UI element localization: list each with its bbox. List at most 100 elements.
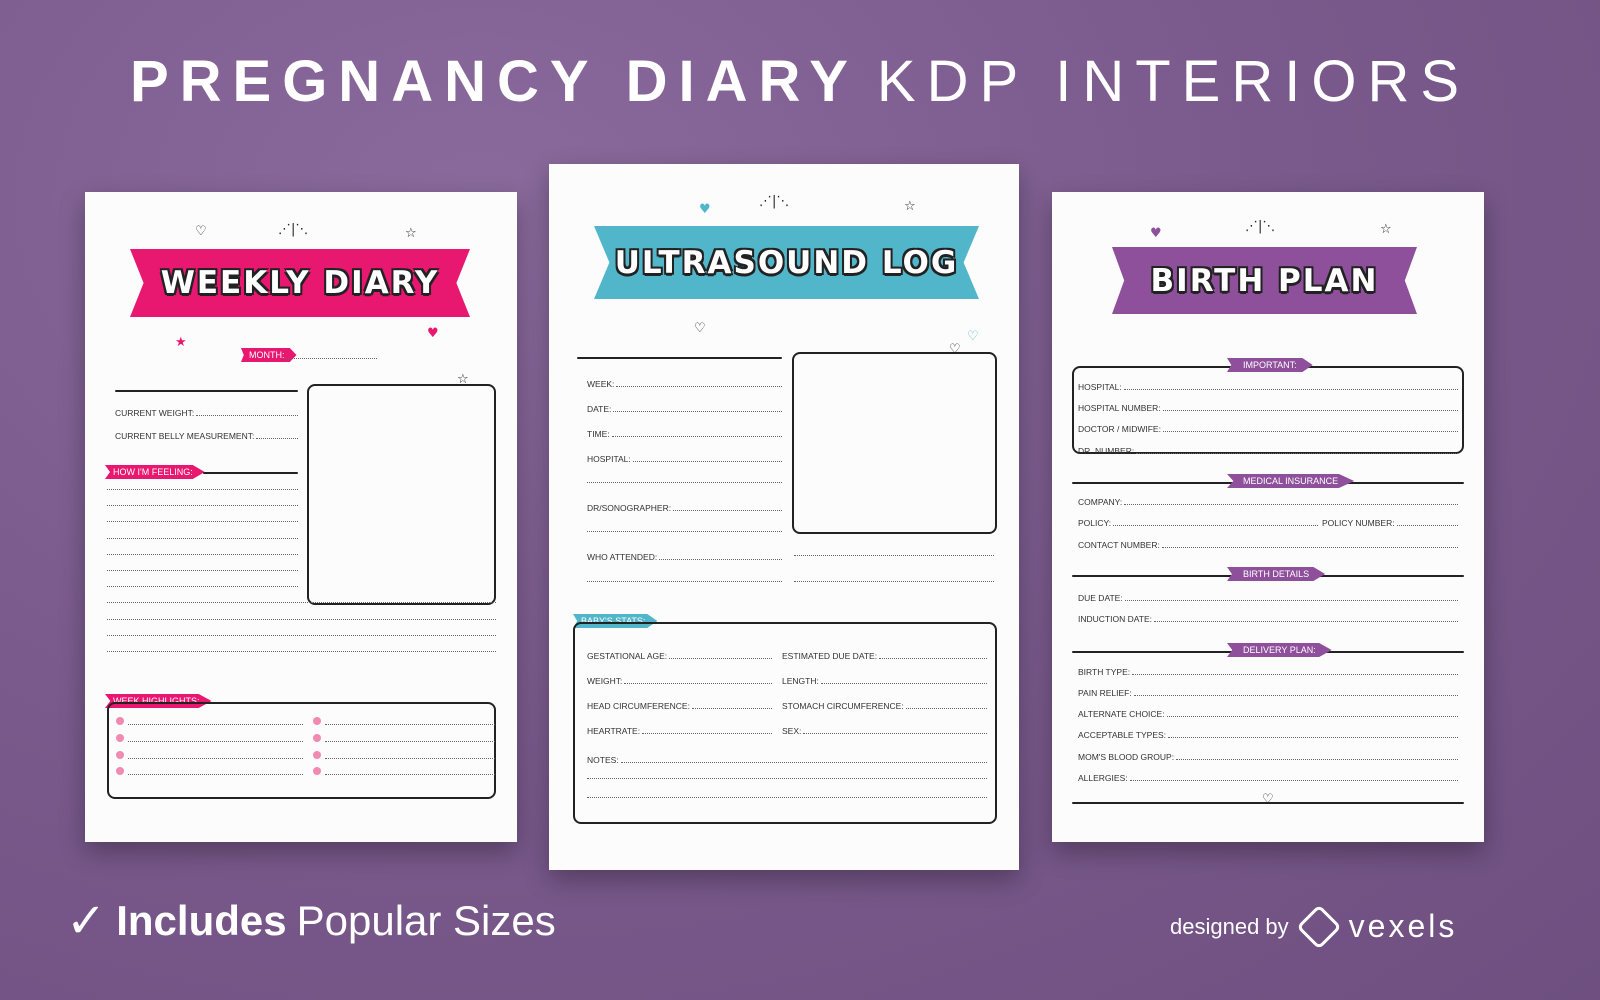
form-field[interactable]: DR/SONOGRAPHER: [587, 501, 782, 513]
writing-line[interactable] [107, 586, 298, 588]
writing-line[interactable] [128, 774, 303, 775]
field-line[interactable] [1124, 504, 1458, 505]
field-line[interactable] [1136, 453, 1458, 454]
field-line[interactable] [624, 683, 772, 684]
field-line[interactable] [1113, 525, 1318, 526]
form-field[interactable]: DR. NUMBER: [1078, 444, 1458, 456]
form-field[interactable]: HOSPITAL: [1078, 380, 1458, 392]
form-field[interactable]: WHO ATTENDED: [587, 550, 782, 562]
writing-line[interactable] [107, 553, 298, 555]
writing-line[interactable] [794, 555, 994, 556]
writing-line[interactable] [107, 489, 298, 490]
writing-line[interactable] [107, 537, 298, 539]
form-field[interactable]: LENGTH: [782, 674, 987, 686]
form-field[interactable]: MOM'S BLOOD GROUP: [1078, 750, 1458, 762]
field-line[interactable] [613, 411, 782, 412]
field-line[interactable] [659, 559, 782, 560]
field-line[interactable] [1162, 431, 1458, 432]
writing-line[interactable] [587, 581, 782, 582]
form-field[interactable]: NOTES: [587, 753, 987, 765]
form-field[interactable]: POLICY NUMBER: [1322, 516, 1458, 528]
field-line[interactable] [256, 438, 298, 439]
writing-line[interactable] [128, 758, 303, 759]
form-field[interactable]: GESTATIONAL AGE: [587, 649, 772, 661]
form-field[interactable]: PAIN RELIEF: [1078, 686, 1458, 698]
form-field[interactable]: DOCTOR / MIDWIFE: [1078, 422, 1458, 434]
form-field[interactable]: INDUCTION DATE: [1078, 612, 1458, 624]
form-field[interactable]: CURRENT WEIGHT: [115, 406, 298, 418]
field-line[interactable] [673, 510, 782, 511]
form-field[interactable]: CURRENT BELLY MEASUREMENT: [115, 429, 298, 441]
stats-tag: BABY'S STATS: [573, 614, 658, 628]
writing-line[interactable] [107, 618, 496, 620]
field-line[interactable] [879, 658, 987, 659]
form-field[interactable]: STOMACH CIRCUMFERENCE: [782, 699, 987, 711]
field-line[interactable] [1124, 600, 1458, 601]
writing-line[interactable] [107, 521, 298, 523]
field-line[interactable] [669, 658, 772, 659]
writing-line[interactable] [325, 741, 495, 742]
form-field[interactable]: BIRTH TYPE: [1078, 665, 1458, 677]
field-line[interactable] [1129, 780, 1458, 781]
form-field[interactable]: ACCEPTABLE TYPES: [1078, 728, 1458, 740]
form-field[interactable]: CONTACT NUMBER: [1078, 538, 1458, 550]
field-line[interactable] [1153, 621, 1458, 622]
field-line[interactable] [803, 733, 987, 734]
form-field[interactable]: HOSPITAL NUMBER: [1078, 401, 1458, 413]
form-field[interactable]: WEEK: [587, 377, 782, 389]
writing-line[interactable] [587, 482, 782, 483]
form-field[interactable]: HEARTRATE: [587, 724, 772, 736]
writing-line[interactable] [325, 724, 495, 725]
field-line[interactable] [1133, 695, 1458, 696]
writing-line[interactable] [107, 570, 298, 571]
field-line[interactable] [1132, 674, 1458, 675]
field-line[interactable] [1161, 547, 1458, 548]
field-line[interactable] [620, 762, 987, 763]
field-line[interactable] [1176, 759, 1458, 760]
form-field[interactable]: SEX: [782, 724, 987, 736]
month-line[interactable] [285, 358, 377, 359]
field-line[interactable] [196, 415, 298, 416]
field-label: POLICY NUMBER: [1322, 518, 1395, 528]
writing-line[interactable] [107, 602, 496, 604]
writing-line[interactable] [325, 774, 495, 775]
field-line[interactable] [632, 461, 782, 462]
form-field[interactable]: HEAD CIRCUMFERENCE: [587, 699, 772, 711]
field-line[interactable] [1162, 410, 1458, 411]
writing-line[interactable] [587, 797, 987, 798]
field-line[interactable] [642, 733, 772, 734]
photo-box[interactable] [792, 352, 997, 534]
form-field[interactable]: DUE DATE: [1078, 591, 1458, 603]
field-line[interactable] [820, 683, 987, 684]
writing-line[interactable] [128, 741, 303, 742]
field-line[interactable] [1166, 716, 1458, 717]
form-field[interactable]: ESTIMATED DUE DATE: [782, 649, 987, 661]
field-line[interactable] [1168, 737, 1458, 738]
writing-line[interactable] [587, 778, 987, 779]
field-label: CONTACT NUMBER: [1078, 540, 1160, 550]
writing-line[interactable] [107, 505, 298, 507]
field-line[interactable] [691, 708, 772, 709]
field-line[interactable] [1123, 389, 1458, 390]
writing-line[interactable] [107, 651, 496, 652]
writing-line[interactable] [587, 531, 782, 532]
form-field[interactable]: COMPANY: [1078, 495, 1458, 507]
form-field[interactable]: TIME: [587, 427, 782, 439]
writing-line[interactable] [794, 581, 994, 582]
form-field[interactable]: HOSPITAL: [587, 452, 782, 464]
form-field[interactable]: ALLERGIES: [1078, 771, 1458, 783]
writing-line[interactable] [325, 758, 495, 759]
form-field[interactable]: POLICY: [1078, 516, 1318, 528]
photo-box[interactable] [307, 384, 496, 605]
ultrasound-log-page: ⋰|⋱ ♥ ☆ ULTRASOUND LOG ♡ ♡ ♡ BABY'S STAT… [549, 164, 1019, 870]
field-line[interactable] [905, 708, 987, 709]
field-line[interactable] [1396, 525, 1458, 526]
form-field[interactable]: ALTERNATE CHOICE: [1078, 707, 1458, 719]
writing-line[interactable] [128, 724, 303, 725]
field-line[interactable] [616, 386, 782, 387]
writing-line[interactable] [107, 634, 496, 636]
bullet [116, 717, 124, 725]
field-line[interactable] [611, 436, 782, 437]
form-field[interactable]: DATE: [587, 402, 782, 414]
form-field[interactable]: WEIGHT: [587, 674, 772, 686]
